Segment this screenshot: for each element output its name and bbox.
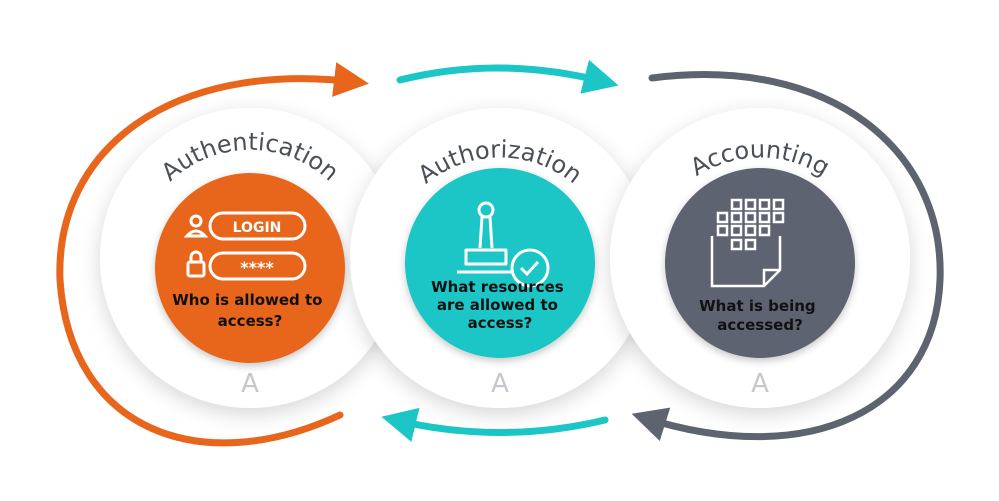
accounting-circle — [665, 168, 855, 358]
letter-authorization: A — [491, 369, 509, 399]
gray-cycle-arc — [631, 71, 944, 441]
orange-cycle-arc — [56, 62, 369, 447]
authentication-circle — [155, 173, 345, 363]
password-field-icon — [208, 251, 307, 281]
letter-accounting: A — [751, 369, 769, 399]
stamp-icon — [457, 201, 512, 274]
teal-top-arc — [396, 59, 619, 94]
question-authorization: What resources are allowed to access? — [431, 278, 569, 332]
letter-authentication: A — [241, 369, 259, 399]
grid-document-icon — [710, 198, 785, 288]
check-badge-icon — [510, 248, 550, 288]
teal-bottom-arc — [381, 407, 609, 442]
login-label: LOGIN — [233, 220, 282, 236]
question-accounting: What is being accessed? — [699, 297, 821, 334]
login-field-icon — [208, 211, 307, 241]
password-label: **** — [240, 258, 274, 277]
user-icon — [183, 214, 209, 238]
lock-icon — [186, 250, 206, 278]
question-authentication: Who is allowed to access? — [172, 291, 327, 330]
